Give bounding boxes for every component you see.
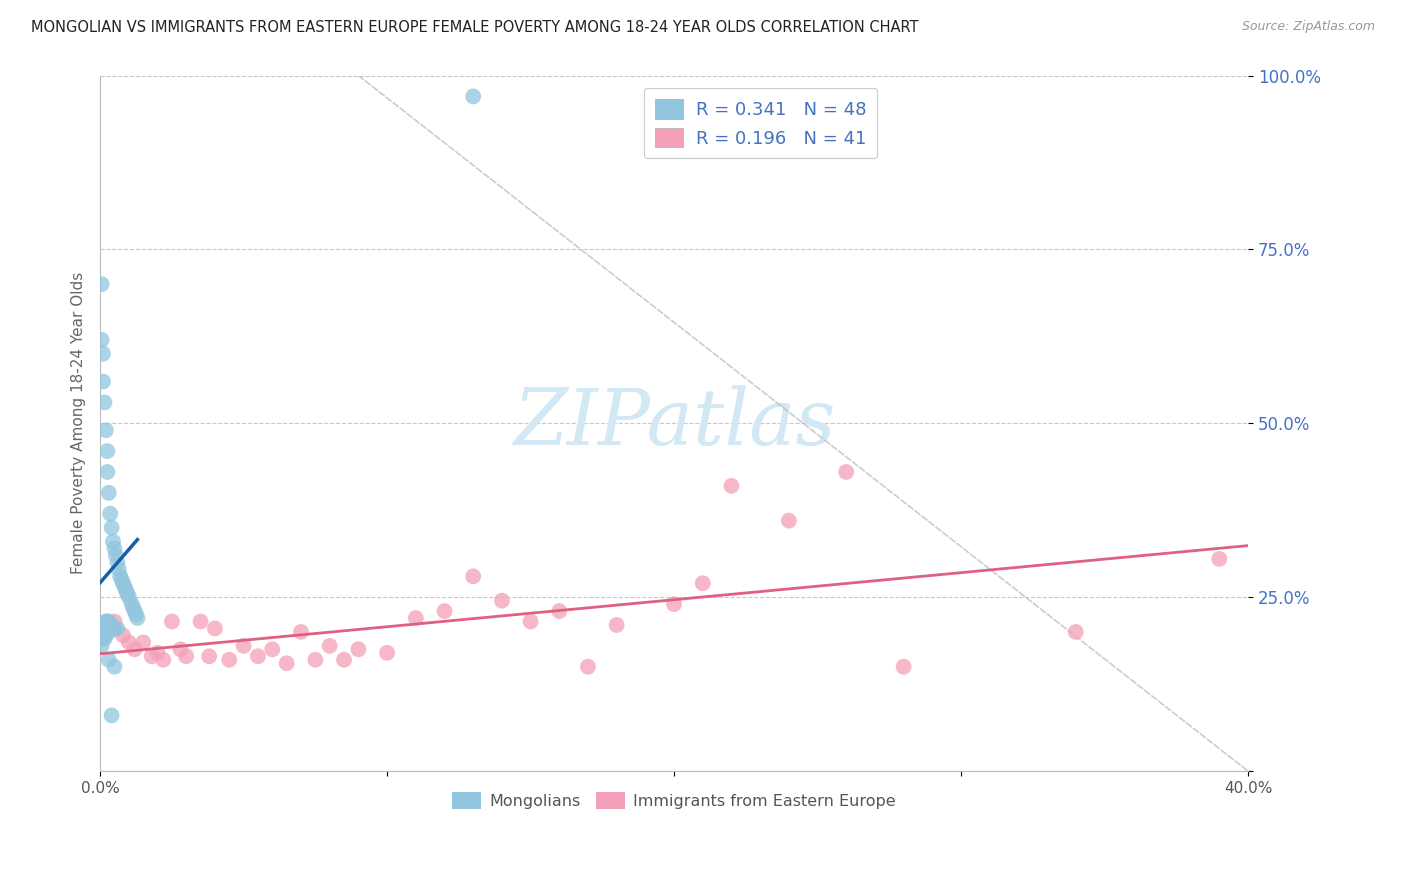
- Point: [491, 593, 513, 607]
- Point: [110, 569, 132, 583]
- Point: [94, 423, 117, 437]
- Point: [93, 618, 115, 632]
- Point: [576, 659, 599, 673]
- Point: [97, 624, 120, 639]
- Point: [111, 573, 134, 587]
- Point: [91, 632, 114, 646]
- Point: [720, 479, 742, 493]
- Point: [125, 607, 148, 622]
- Y-axis label: Female Poverty Among 18-24 Year Olds: Female Poverty Among 18-24 Year Olds: [72, 272, 86, 574]
- Point: [463, 89, 485, 103]
- Point: [463, 569, 485, 583]
- Point: [94, 628, 117, 642]
- Point: [375, 646, 398, 660]
- Point: [96, 465, 118, 479]
- Point: [141, 649, 163, 664]
- Point: [97, 653, 120, 667]
- Point: [548, 604, 571, 618]
- Point: [97, 615, 120, 629]
- Point: [124, 642, 146, 657]
- Point: [90, 277, 112, 292]
- Point: [93, 632, 115, 646]
- Point: [190, 615, 212, 629]
- Point: [96, 444, 118, 458]
- Point: [90, 333, 112, 347]
- Text: ZIPatlas: ZIPatlas: [513, 385, 835, 461]
- Point: [101, 622, 124, 636]
- Point: [304, 653, 326, 667]
- Point: [318, 639, 340, 653]
- Point: [100, 520, 122, 534]
- Point: [115, 583, 138, 598]
- Point: [98, 507, 121, 521]
- Point: [98, 618, 121, 632]
- Point: [100, 708, 122, 723]
- Point: [333, 653, 356, 667]
- Point: [662, 597, 685, 611]
- Point: [152, 653, 174, 667]
- Point: [262, 642, 284, 657]
- Point: [107, 562, 129, 576]
- Point: [103, 659, 125, 673]
- Point: [103, 622, 125, 636]
- Point: [112, 628, 135, 642]
- Point: [276, 657, 298, 671]
- Point: [132, 635, 155, 649]
- Point: [606, 618, 628, 632]
- Point: [118, 590, 141, 604]
- Point: [778, 514, 800, 528]
- Point: [893, 659, 915, 673]
- Text: MONGOLIAN VS IMMIGRANTS FROM EASTERN EUROPE FEMALE POVERTY AMONG 18-24 YEAR OLDS: MONGOLIAN VS IMMIGRANTS FROM EASTERN EUR…: [31, 20, 918, 35]
- Point: [121, 597, 143, 611]
- Point: [692, 576, 714, 591]
- Point: [105, 555, 128, 569]
- Point: [100, 618, 122, 632]
- Point: [103, 541, 125, 556]
- Point: [433, 604, 456, 618]
- Point: [91, 347, 114, 361]
- Point: [101, 534, 124, 549]
- Point: [93, 395, 115, 409]
- Point: [90, 624, 112, 639]
- Point: [124, 604, 146, 618]
- Point: [232, 639, 254, 653]
- Text: Source: ZipAtlas.com: Source: ZipAtlas.com: [1241, 20, 1375, 33]
- Point: [1064, 624, 1087, 639]
- Point: [198, 649, 221, 664]
- Point: [290, 624, 312, 639]
- Point: [347, 642, 370, 657]
- Point: [127, 611, 149, 625]
- Point: [90, 639, 112, 653]
- Point: [204, 622, 226, 636]
- Point: [117, 587, 139, 601]
- Point: [91, 618, 114, 632]
- Point: [169, 642, 191, 657]
- Point: [105, 622, 128, 636]
- Point: [146, 646, 169, 660]
- Point: [1208, 552, 1230, 566]
- Point: [246, 649, 269, 664]
- Point: [160, 615, 183, 629]
- Point: [104, 549, 127, 563]
- Point: [103, 615, 125, 629]
- Legend: Mongolians, Immigrants from Eastern Europe: Mongolians, Immigrants from Eastern Euro…: [446, 786, 903, 815]
- Point: [97, 485, 120, 500]
- Point: [519, 615, 541, 629]
- Point: [114, 580, 136, 594]
- Point: [122, 600, 145, 615]
- Point: [174, 649, 197, 664]
- Point: [91, 375, 114, 389]
- Point: [94, 615, 117, 629]
- Point: [405, 611, 427, 625]
- Point: [835, 465, 858, 479]
- Point: [118, 635, 141, 649]
- Point: [218, 653, 240, 667]
- Point: [112, 576, 135, 591]
- Point: [96, 615, 118, 629]
